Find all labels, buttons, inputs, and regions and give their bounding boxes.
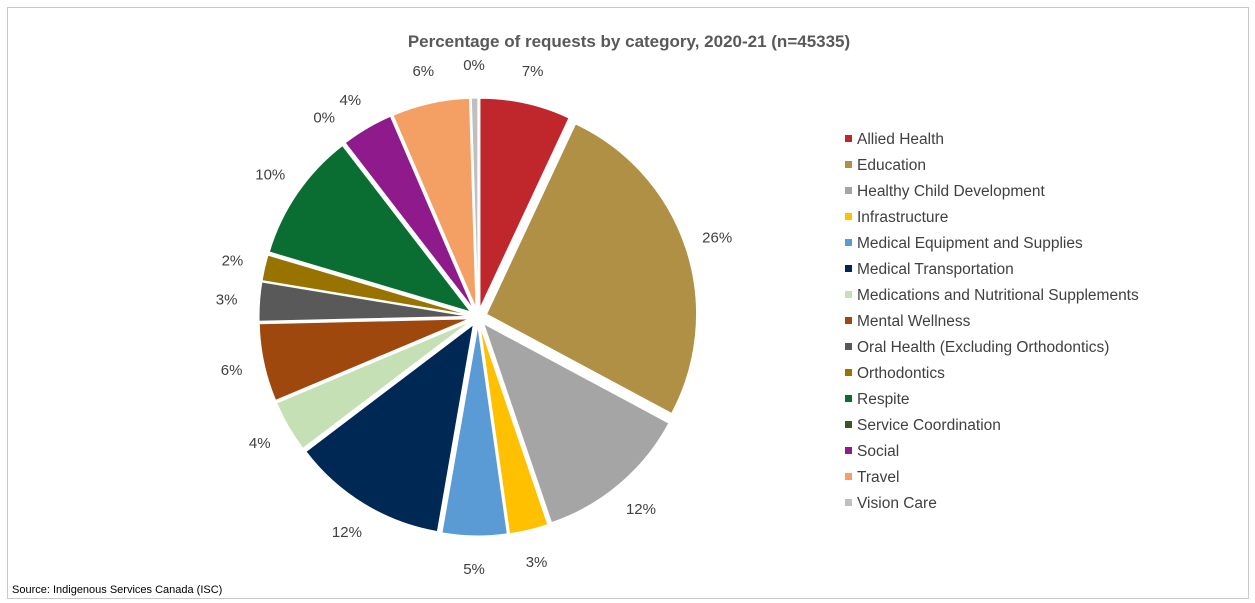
pie-label-service-coordination: 0% [313,109,335,126]
legend-item-respite: Respite [845,387,1139,413]
legend-label: Mental Wellness [857,313,971,330]
pie-slice-medications-and-nutritional-supplements [276,321,471,450]
pie-slice-social [344,115,474,310]
pie-label-education: 26% [702,230,732,247]
legend-label: Respite [857,391,910,408]
legend-label: Allied Health [857,131,945,148]
legend-item-orthodontics: Orthodontics [845,361,1139,387]
legend-item-mental-wellness: Mental Wellness [845,309,1139,335]
legend-label: Service Coordination [857,417,1001,434]
legend-label: Oral Health (Excluding Orthodontics) [857,339,1110,356]
chart-title: Percentage of requests by category, 2020… [407,32,851,51]
pie-slice-medical-transportation [305,323,475,533]
pie-slice-healthy-child-development [482,322,670,524]
pie-slice-travel [392,97,477,309]
pie-slice-infrastructure [479,325,549,535]
pie-slice-allied-health [479,97,570,309]
pie-label-infrastructure: 3% [526,554,548,571]
legend-swatch [845,317,852,325]
legend-swatch [845,369,852,377]
pie-label-medications-and-nutritional-supplements: 4% [249,435,271,452]
legend-swatch [845,265,852,273]
pie-label-healthy-child-development: 12% [626,501,656,518]
legend-swatch [845,213,852,221]
pie-slice-education [485,123,698,415]
legend-swatch [845,291,852,299]
legend-label: Medications and Nutritional Supplements [857,287,1139,304]
legend-label: Education [857,157,926,174]
legend-label: Infrastructure [857,209,949,226]
legend-label: Orthodontics [857,365,945,382]
legend-label: Vision Care [857,495,937,512]
pie-data-labels: 7%26%12%3%5%12%4%6%3%2%10%0%4%6% 0% [216,57,732,578]
pie-slice-oral-health-excluding-orthodontics [258,281,470,322]
legend-swatch [845,447,852,455]
legend-item-social: Social [845,439,1139,465]
legend-item-oral-health-excluding-orthodontics: Oral Health (Excluding Orthodontics) [845,335,1139,361]
legend-item-medications-and-nutritional-supplements: Medications and Nutritional Supplements [845,283,1139,309]
pie-label-vision-care: 0% [463,57,485,74]
legend-swatch [845,239,852,247]
pie-label-respite: 10% [255,166,285,183]
legend-swatch [845,161,852,169]
legend-label: Healthy Child Development [857,183,1045,200]
legend-swatch [845,499,852,507]
source-note: Source: Indigenous Services Canada (ISC) [12,584,223,596]
pie-label-medical-equipment-and-supplies: 5% [463,561,485,578]
pie-slice-medical-equipment-and-supplies [441,325,508,537]
legend-item-medical-equipment-and-supplies: Medical Equipment and Supplies [845,231,1139,257]
legend-label: Travel [857,469,900,486]
legend-swatch [845,187,852,195]
pie-slice-respite [268,144,472,313]
chart-legend: Allied Health Education Healthy Child Deve… [845,127,1139,517]
legend-item-healthy-child-development: Healthy Child Development [845,179,1139,205]
pie-label-allied-health: 7% [522,63,544,80]
pie-label-mental-wellness: 6% [221,362,243,379]
pie-label-orthodontics: 2% [222,252,244,269]
legend-swatch [845,473,852,481]
legend-item-service-coordination: Service Coordination [845,413,1139,439]
pie-label-travel: 6% [412,63,434,80]
legend-item-infrastructure: Infrastructure [845,205,1139,231]
pie-slice-orthodontics [261,254,470,316]
legend-item-allied-health: Allied Health [845,127,1139,153]
legend-item-vision-care: Vision Care [845,491,1139,517]
pie-label-oral-health-excluding-orthodontics: 3% [216,291,238,308]
legend-swatch [845,421,852,429]
legend-item-medical-transportation: Medical Transportation [845,257,1139,283]
pie-slices [258,97,698,537]
legend-item-education: Education [845,153,1139,179]
pie-label-medical-transportation: 12% [332,524,362,541]
legend-swatch [845,135,852,143]
legend-label: Medical Equipment and Supplies [857,235,1083,252]
legend-item-travel: Travel [845,465,1139,491]
legend-swatch [845,395,852,403]
pie-slice-mental-wellness [258,318,470,402]
legend-label: Social [857,443,900,460]
legend-label: Medical Transportation [857,261,1014,278]
pie-slice-vision-care [470,97,479,309]
legend-swatch [845,343,852,351]
pie-label-social: 4% [339,92,361,109]
